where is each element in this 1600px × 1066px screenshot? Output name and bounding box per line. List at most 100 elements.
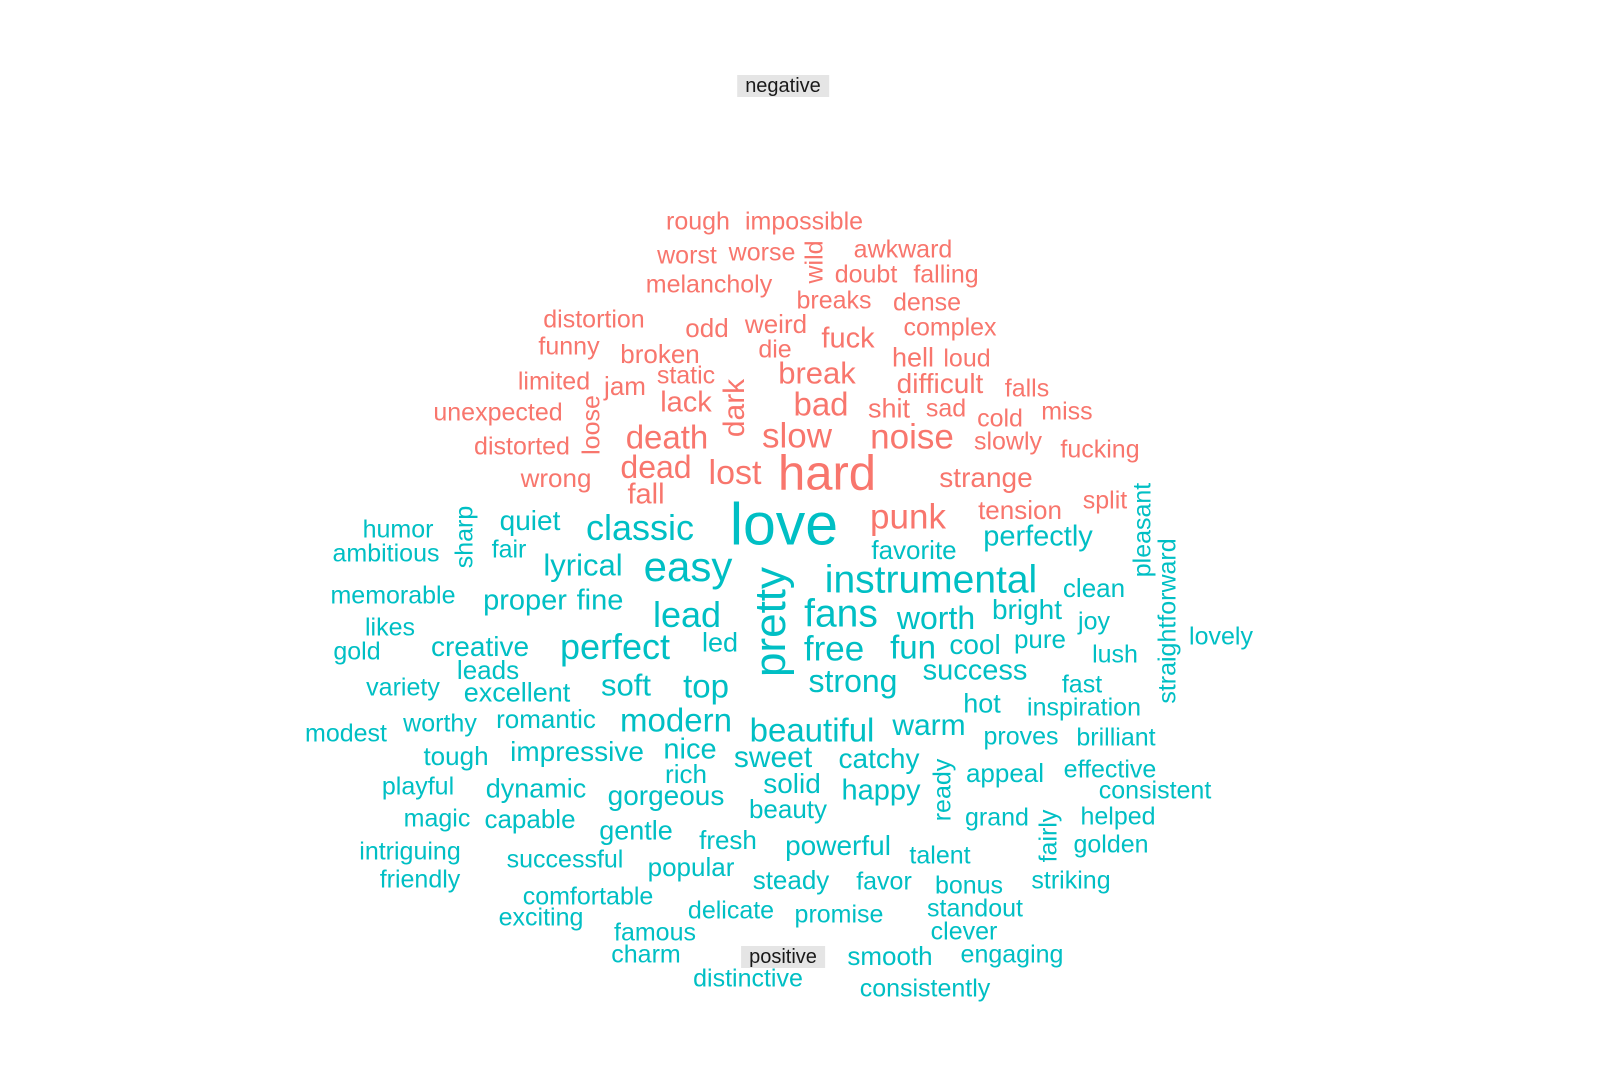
word-love: love bbox=[729, 491, 839, 558]
word-cold: cold bbox=[977, 404, 1023, 433]
word-popular: popular bbox=[647, 852, 735, 882]
word-top: top bbox=[683, 667, 729, 705]
word-clean: clean bbox=[1062, 573, 1126, 603]
word-doubt: doubt bbox=[834, 260, 898, 289]
word-bad: bad bbox=[793, 385, 849, 423]
word-favorite: favorite bbox=[871, 535, 957, 565]
word-miss: miss bbox=[1041, 397, 1093, 426]
word-exciting: exciting bbox=[498, 903, 584, 932]
word-happy: happy bbox=[841, 774, 921, 807]
word-fans: fans bbox=[804, 592, 878, 636]
word-gorgeous: gorgeous bbox=[607, 780, 725, 811]
word-steady: steady bbox=[752, 865, 830, 895]
word-proves: proves bbox=[983, 722, 1059, 751]
word-worth: worth bbox=[896, 600, 976, 636]
word-promise: promise bbox=[794, 900, 884, 929]
word-noise: noise bbox=[870, 417, 954, 457]
word-death: death bbox=[625, 418, 709, 456]
word-creative: creative bbox=[430, 631, 530, 662]
word-golden: golden bbox=[1073, 830, 1149, 859]
word-nice: nice bbox=[663, 733, 717, 766]
word-strange: strange bbox=[939, 462, 1033, 493]
word-ready: ready bbox=[928, 758, 957, 822]
word-lost: lost bbox=[708, 454, 762, 492]
word-standout: standout bbox=[927, 894, 1023, 923]
word-fun: fun bbox=[890, 628, 936, 666]
word-engaging: engaging bbox=[960, 940, 1064, 969]
word-soft: soft bbox=[601, 667, 651, 703]
word-solid: solid bbox=[763, 768, 821, 799]
word-intriguing: intriguing bbox=[359, 837, 461, 866]
word-dynamic: dynamic bbox=[485, 773, 587, 804]
word-instrumental: instrumental bbox=[824, 558, 1038, 602]
word-appeal: appeal bbox=[965, 758, 1045, 788]
word-leads: leads bbox=[456, 655, 520, 685]
word-gentle: gentle bbox=[599, 815, 673, 846]
group-label-negative: negative bbox=[737, 75, 829, 97]
word-fuck: fuck bbox=[821, 322, 875, 355]
word-consistent: consistent bbox=[1098, 776, 1212, 805]
word-loose: loose bbox=[577, 395, 606, 455]
word-rich: rich bbox=[665, 759, 707, 789]
word-dense: dense bbox=[892, 288, 962, 317]
word-clever: clever bbox=[930, 917, 998, 946]
word-fairly: fairly bbox=[1034, 809, 1063, 863]
word-worthy: worthy bbox=[403, 709, 477, 738]
word-jam: jam bbox=[604, 371, 646, 401]
word-classic: classic bbox=[585, 507, 695, 548]
word-lead: lead bbox=[652, 594, 722, 635]
word-joy: joy bbox=[1078, 607, 1110, 636]
word-consistently: consistently bbox=[859, 974, 991, 1003]
word-odd: odd bbox=[685, 313, 729, 343]
word-split: split bbox=[1082, 486, 1128, 515]
word-striking: striking bbox=[1031, 866, 1111, 895]
word-hell: hell bbox=[891, 342, 935, 373]
word-rough: rough bbox=[666, 207, 730, 236]
word-die: die bbox=[758, 335, 792, 364]
word-sad: sad bbox=[925, 394, 967, 423]
word-effective: effective bbox=[1063, 755, 1157, 784]
word-breaks: breaks bbox=[796, 286, 872, 315]
word-likes: likes bbox=[364, 613, 416, 642]
word-warm: warm bbox=[892, 709, 966, 742]
word-comfortable: comfortable bbox=[522, 882, 654, 911]
word-smooth: smooth bbox=[847, 941, 933, 971]
word-beauty: beauty bbox=[748, 794, 828, 824]
word-tough: tough bbox=[423, 741, 489, 771]
word-easy: easy bbox=[643, 543, 733, 590]
word-led: led bbox=[701, 627, 739, 658]
word-memorable: memorable bbox=[330, 581, 456, 610]
word-bonus: bonus bbox=[934, 871, 1004, 900]
word-worst: worst bbox=[657, 241, 717, 270]
word-broken: broken bbox=[620, 339, 700, 369]
word-unexpected: unexpected bbox=[433, 398, 563, 427]
word-impressive: impressive bbox=[510, 736, 644, 767]
word-falling: falling bbox=[913, 260, 979, 289]
word-success: success bbox=[922, 654, 1028, 687]
word-helped: helped bbox=[1080, 802, 1156, 831]
word-distortion: distortion bbox=[543, 305, 645, 334]
word-pleasant: pleasant bbox=[1128, 482, 1157, 578]
word-fast: fast bbox=[1061, 670, 1103, 699]
word-break: break bbox=[778, 355, 856, 391]
word-inspiration: inspiration bbox=[1027, 693, 1141, 722]
word-awkward: awkward bbox=[853, 235, 953, 264]
word-modern: modern bbox=[620, 701, 732, 739]
word-bright: bright bbox=[991, 594, 1063, 625]
word-delicate: delicate bbox=[687, 896, 775, 925]
word-funny: funny bbox=[538, 332, 600, 361]
word-weird: weird bbox=[744, 309, 808, 339]
word-talent: talent bbox=[909, 841, 971, 870]
word-hot: hot bbox=[963, 688, 1001, 719]
word-melancholy: melancholy bbox=[645, 270, 773, 299]
word-dark: dark bbox=[718, 378, 751, 438]
word-excellent: excellent bbox=[463, 677, 571, 708]
word-romantic: romantic bbox=[496, 704, 596, 734]
word-famous: famous bbox=[614, 918, 696, 947]
word-proper: proper bbox=[483, 584, 567, 617]
word-limited: limited bbox=[517, 367, 591, 396]
word-fair: fair bbox=[491, 535, 527, 564]
word-static: static bbox=[656, 361, 716, 390]
word-falls: falls bbox=[1004, 374, 1050, 403]
